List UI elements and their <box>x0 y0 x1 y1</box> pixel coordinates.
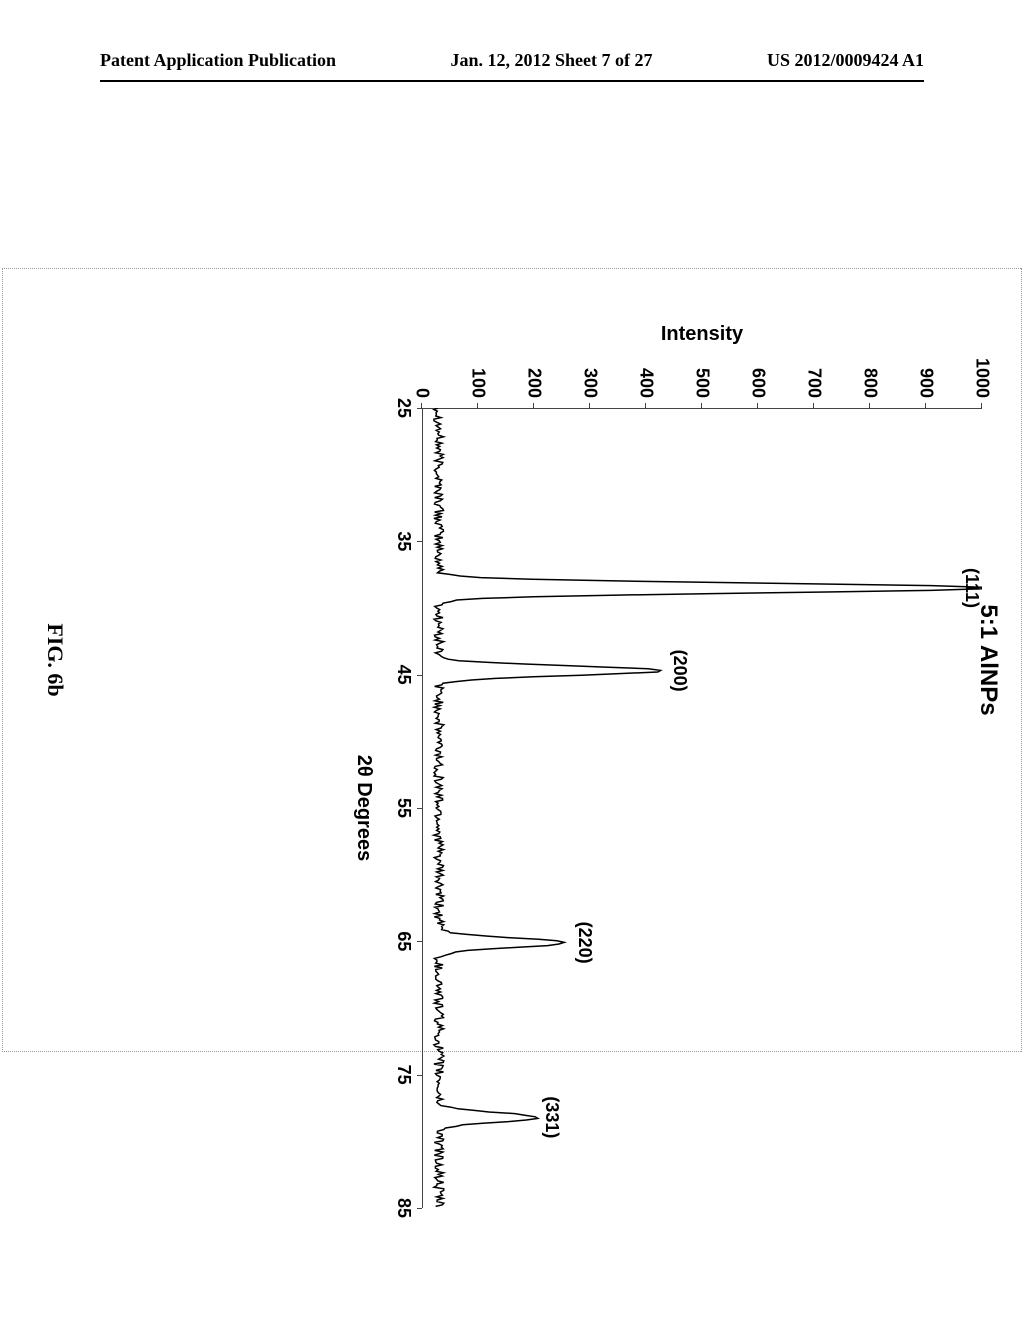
x-tick-label: 55 <box>393 798 414 818</box>
header-center: Jan. 12, 2012 Sheet 7 of 27 <box>451 50 653 71</box>
y-tick-label: 400 <box>636 368 657 398</box>
y-axis-title: Intensity <box>661 323 743 346</box>
y-tick-label: 900 <box>916 368 937 398</box>
xrd-spectrum-line <box>422 408 982 1208</box>
y-tick-label: 100 <box>468 368 489 398</box>
header-left: Patent Application Publication <box>100 50 336 71</box>
header-divider <box>100 80 924 82</box>
x-axis-title: 2θ Degrees <box>352 755 375 861</box>
y-tick-label: 300 <box>580 368 601 398</box>
y-tick-label: 0 <box>412 388 433 398</box>
x-tick-mark <box>417 1208 422 1209</box>
x-tick-label: 65 <box>393 931 414 951</box>
rotated-figure-page: 5:1 AlNPs 010020030040050060070080090010… <box>2 268 1022 1052</box>
y-tick-label: 600 <box>748 368 769 398</box>
chart-container: 5:1 AlNPs 010020030040050060070080090010… <box>2 268 1022 1052</box>
header-right: US 2012/0009424 A1 <box>767 50 924 71</box>
y-tick-label: 700 <box>804 368 825 398</box>
x-tick-label: 45 <box>393 665 414 685</box>
x-tick-label: 35 <box>393 531 414 551</box>
x-tick-label: 75 <box>393 1065 414 1085</box>
figure-caption: FIG. 6b <box>42 623 68 696</box>
y-tick-label: 200 <box>524 368 545 398</box>
plot-area: 01002003004005006007008009001000 2535455… <box>422 408 982 1208</box>
y-tick-label: 800 <box>860 368 881 398</box>
y-tick-label: 500 <box>692 368 713 398</box>
y-tick-label: 1000 <box>972 358 993 398</box>
x-tick-label: 25 <box>393 398 414 418</box>
x-tick-label: 85 <box>393 1198 414 1218</box>
axes: 01002003004005006007008009001000 2535455… <box>422 408 982 1208</box>
